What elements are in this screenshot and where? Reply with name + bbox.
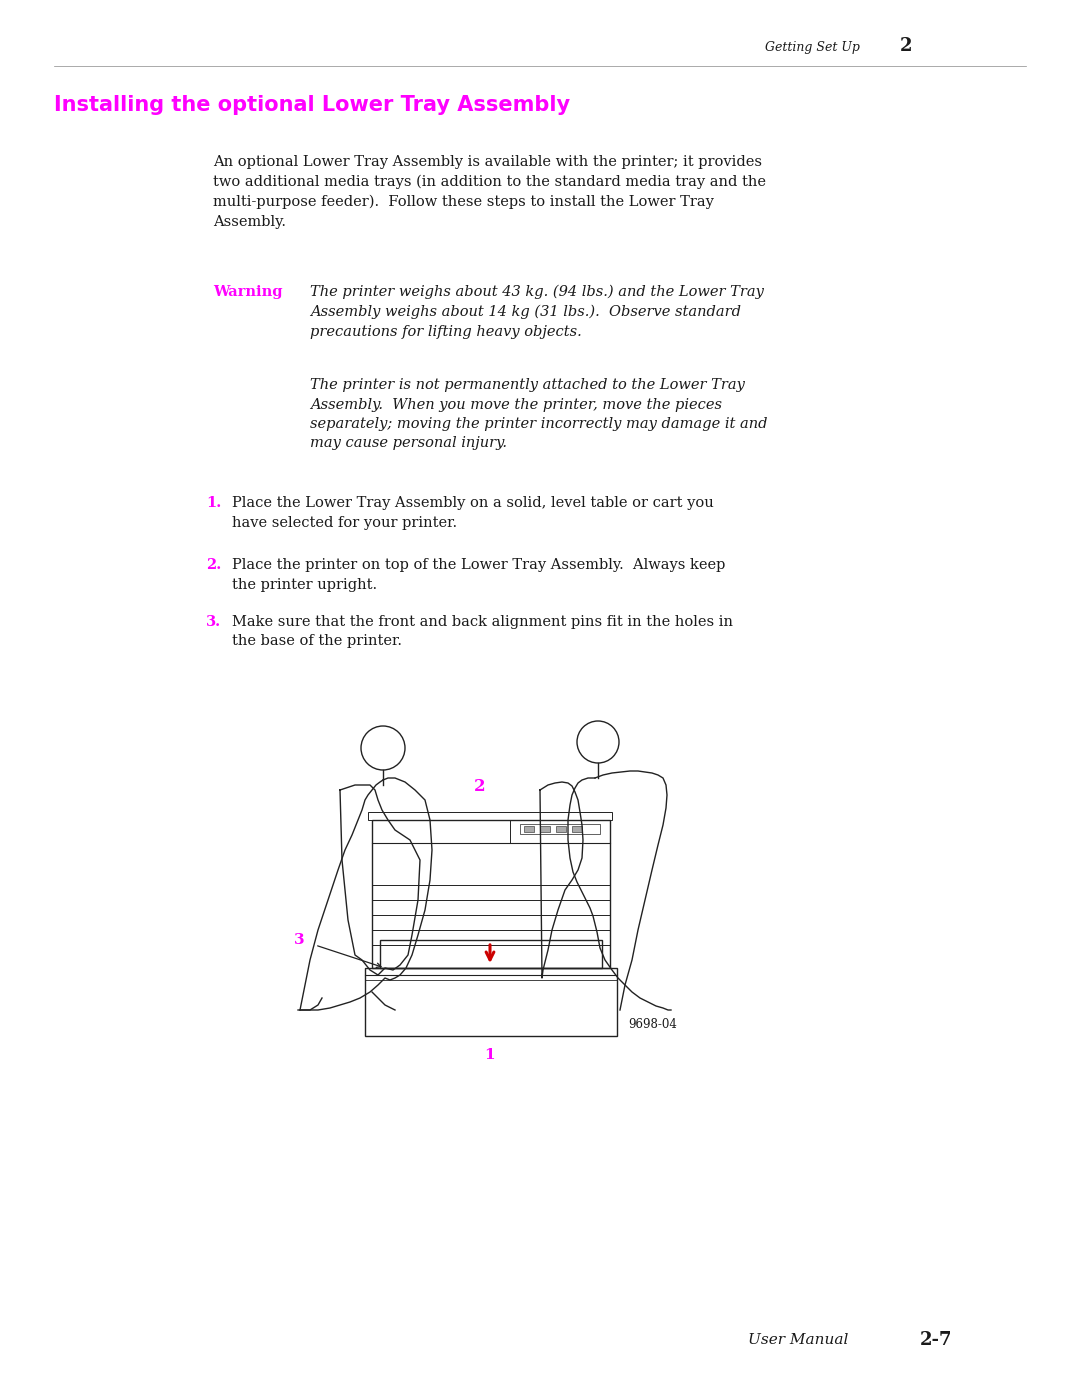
Text: 1: 1 <box>485 1048 496 1062</box>
Text: Place the Lower Tray Assembly on a solid, level table or cart you
have selected : Place the Lower Tray Assembly on a solid… <box>232 496 714 529</box>
Bar <box>510 820 610 842</box>
Text: User Manual: User Manual <box>748 1333 849 1347</box>
Bar <box>524 826 534 833</box>
Text: 2.: 2. <box>206 557 221 571</box>
Text: 1.: 1. <box>206 496 221 510</box>
Text: 2: 2 <box>474 778 486 795</box>
Bar <box>368 812 612 820</box>
Bar <box>372 820 610 968</box>
Text: Getting Set Up: Getting Set Up <box>765 42 860 54</box>
Bar <box>365 968 617 1037</box>
Text: Installing the optional Lower Tray Assembly: Installing the optional Lower Tray Assem… <box>54 95 570 115</box>
Text: 3.: 3. <box>206 615 221 629</box>
Bar <box>540 826 550 833</box>
Text: The printer weighs about 43 kg. (94 lbs.) and the Lower Tray
Assembly weighs abo: The printer weighs about 43 kg. (94 lbs.… <box>310 285 764 339</box>
Text: An optional Lower Tray Assembly is available with the printer; it provides
two a: An optional Lower Tray Assembly is avail… <box>213 155 766 229</box>
Text: Warning: Warning <box>213 285 283 299</box>
Text: 2: 2 <box>900 36 913 54</box>
Text: 9698-04: 9698-04 <box>627 1018 677 1031</box>
Text: Make sure that the front and back alignment pins fit in the holes in
the base of: Make sure that the front and back alignm… <box>232 615 733 648</box>
Text: 3: 3 <box>295 933 305 947</box>
Bar <box>572 826 582 833</box>
Text: The printer is not permanently attached to the Lower Tray
Assembly.  When you mo: The printer is not permanently attached … <box>310 379 768 450</box>
Bar <box>556 826 566 833</box>
Text: 2-7: 2-7 <box>920 1331 953 1350</box>
Bar <box>519 824 600 834</box>
Text: Place the printer on top of the Lower Tray Assembly.  Always keep
the printer up: Place the printer on top of the Lower Tr… <box>232 557 726 591</box>
Bar <box>380 940 602 968</box>
